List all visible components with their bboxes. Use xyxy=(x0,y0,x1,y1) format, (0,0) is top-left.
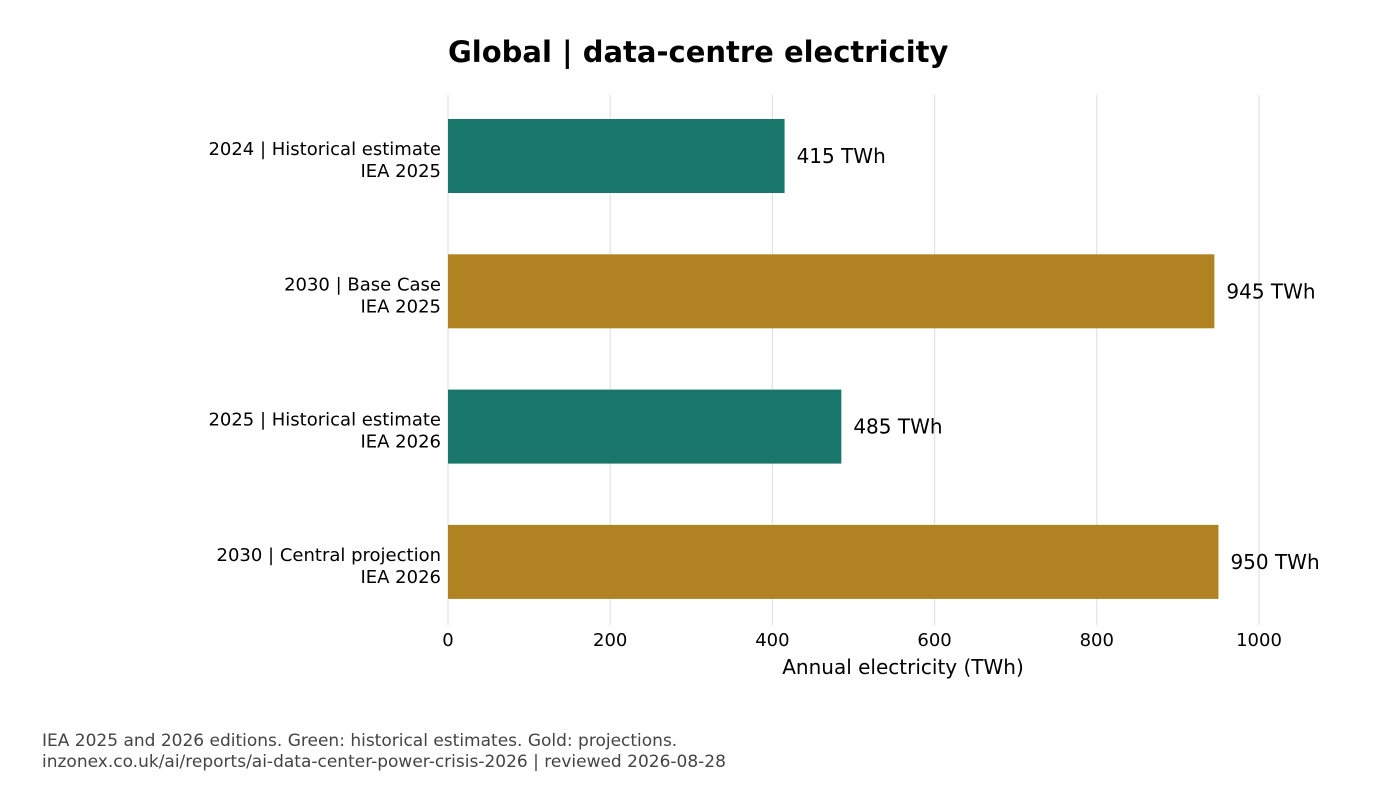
category-label-line1: 2030 | Base Case xyxy=(284,274,441,295)
category-label-line1: 2025 | Historical estimate xyxy=(208,410,441,431)
footnote-line-1: IEA 2025 and 2026 editions. Green: histo… xyxy=(42,731,678,751)
bars xyxy=(448,119,1219,599)
bar-historical xyxy=(448,119,785,193)
bar-projection xyxy=(448,524,1219,599)
x-tick-label: 800 xyxy=(1080,630,1114,651)
category-label-line2: IEA 2025 xyxy=(360,161,441,182)
category-label-line2: IEA 2026 xyxy=(360,567,441,588)
footnote-line-2: inzonex.co.uk/ai/reports/ai-data-center-… xyxy=(42,752,726,772)
x-tick-label: 1000 xyxy=(1236,630,1282,651)
x-tick-label: 600 xyxy=(917,630,951,651)
bar-value-label: 485 TWh xyxy=(853,415,942,439)
bar-historical xyxy=(448,389,842,464)
category-label-line2: IEA 2025 xyxy=(360,296,441,317)
x-tick-label: 400 xyxy=(755,630,789,651)
category-label-line1: 2024 | Historical estimate xyxy=(208,139,441,160)
x-axis-label: Annual electricity (TWh) xyxy=(782,655,1024,679)
chart-title: Global | data-centre electricity xyxy=(448,35,949,69)
labels: 0 200 400 600 800 1000 415 TWh 2024 | Historica… xyxy=(208,139,1319,651)
x-tick-label: 200 xyxy=(593,630,627,651)
bar-value-label: 950 TWh xyxy=(1230,550,1319,574)
bar-projection xyxy=(448,254,1215,329)
bar-value-label: 415 TWh xyxy=(797,144,886,168)
bar-value-label: 945 TWh xyxy=(1226,279,1315,303)
category-label-line1: 2030 | Central projection xyxy=(217,545,441,566)
category-label-line2: IEA 2026 xyxy=(360,432,441,453)
x-tick-label: 0 xyxy=(442,630,453,651)
footnote: IEA 2025 and 2026 editions. Green: histo… xyxy=(42,731,726,773)
